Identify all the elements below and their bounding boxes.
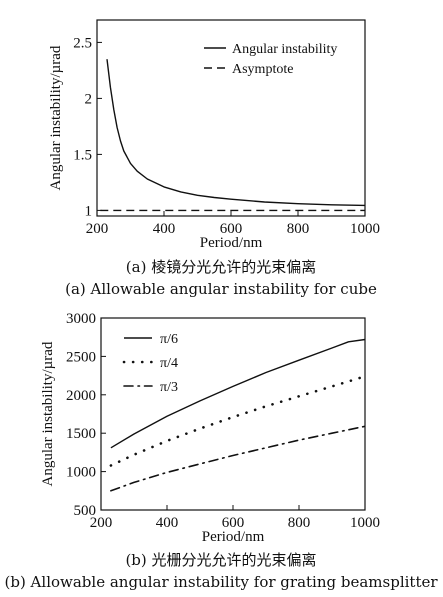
chart-b-y-tick-label: 500	[74, 503, 97, 519]
legend-label-pi-6: π/6	[160, 332, 178, 347]
legend-label-asymptote: Asymptote	[232, 62, 293, 77]
chart-b-y-tick-label: 2000	[66, 388, 96, 404]
chart-a-x-tick-label: 400	[153, 221, 176, 237]
chart-a-y-axis-label: Angular instability/µrad	[48, 45, 64, 190]
chart-b-axes: 200 400 600 800 1000 500 1000 1500 2000 2500 3000	[66, 311, 380, 531]
chart-a-x-tick-label: 800	[287, 221, 310, 237]
chart-b-legend: π/6 π/4 π/3	[122, 332, 178, 395]
chart-b-x-tick-label: 800	[288, 515, 311, 531]
chart-a-x-axis-label: Period/nm	[200, 235, 263, 251]
chart-a: 200 400 600 800 1000 1 1.5 2 2.5 Angular instabi…	[48, 19, 380, 298]
chart-a-y-tick-label: 1	[85, 203, 93, 219]
chart-b-series-4-line	[109, 375, 367, 467]
chart-b-x-tick-label: 400	[156, 515, 179, 531]
chart-b-series-6-line	[110, 338, 366, 449]
chart-a-y-tick-label: 2.5	[73, 35, 92, 51]
chart-a-y-tick-label: 1.5	[73, 147, 92, 163]
chart-b-y-tick-label: 3000	[66, 311, 96, 327]
chart-a-y-tick-label: 2	[85, 91, 93, 107]
chart-a-x-tick-label: 600	[220, 221, 243, 237]
chart-a-x-tick-label: 200	[86, 221, 109, 237]
legend-label-pi-3: π/3	[160, 380, 178, 395]
chart-b: 200 400 600 800 100050010001500200025003000 …	[4, 311, 438, 591]
chart-b-y-tick-label: 2500	[66, 349, 96, 365]
chart-a-axes: 200 400 600 800 1000 1 1.5 2 2.5	[73, 35, 380, 237]
chart-a-caption-en: (a) Allowable angular instability for cu…	[65, 280, 377, 298]
chart-b-x-tick-label: 1000	[350, 515, 380, 531]
chart-a-series-angular-instability-line	[106, 59, 366, 207]
chart-b-caption-en: (b) Allowable angular instability for gr…	[4, 573, 438, 591]
chart-b-lines	[109, 338, 367, 492]
chart-b-x-axis-label: Period/nm	[202, 529, 265, 545]
chart-a-caption-cn: (a) 棱镜分光允许的光束偏离	[126, 258, 316, 276]
chart-b-series-3-line	[110, 425, 366, 492]
chart-a-legend: Angular instability Asymptote	[204, 42, 337, 77]
chart-b-plot-frame	[100, 317, 366, 511]
legend-label-angular-instability: Angular instability	[232, 42, 337, 57]
chart-b-y-tick-label: 1500	[66, 426, 96, 442]
chart-b-y-tick-label: 1000	[66, 465, 96, 481]
chart-b-caption-cn: (b) 光栅分光允许的光束偏离	[125, 551, 316, 569]
chart-a-lines	[100, 59, 366, 212]
chart-b-x-tick-label: 200	[90, 515, 113, 531]
legend-label-pi-4: π/4	[160, 356, 178, 371]
chart-a-x-tick-label: 1000	[350, 221, 380, 237]
chart-b-y-axis-label: Angular instability/µrad	[40, 341, 56, 486]
chart-b-x-tick-label: 600	[222, 515, 245, 531]
